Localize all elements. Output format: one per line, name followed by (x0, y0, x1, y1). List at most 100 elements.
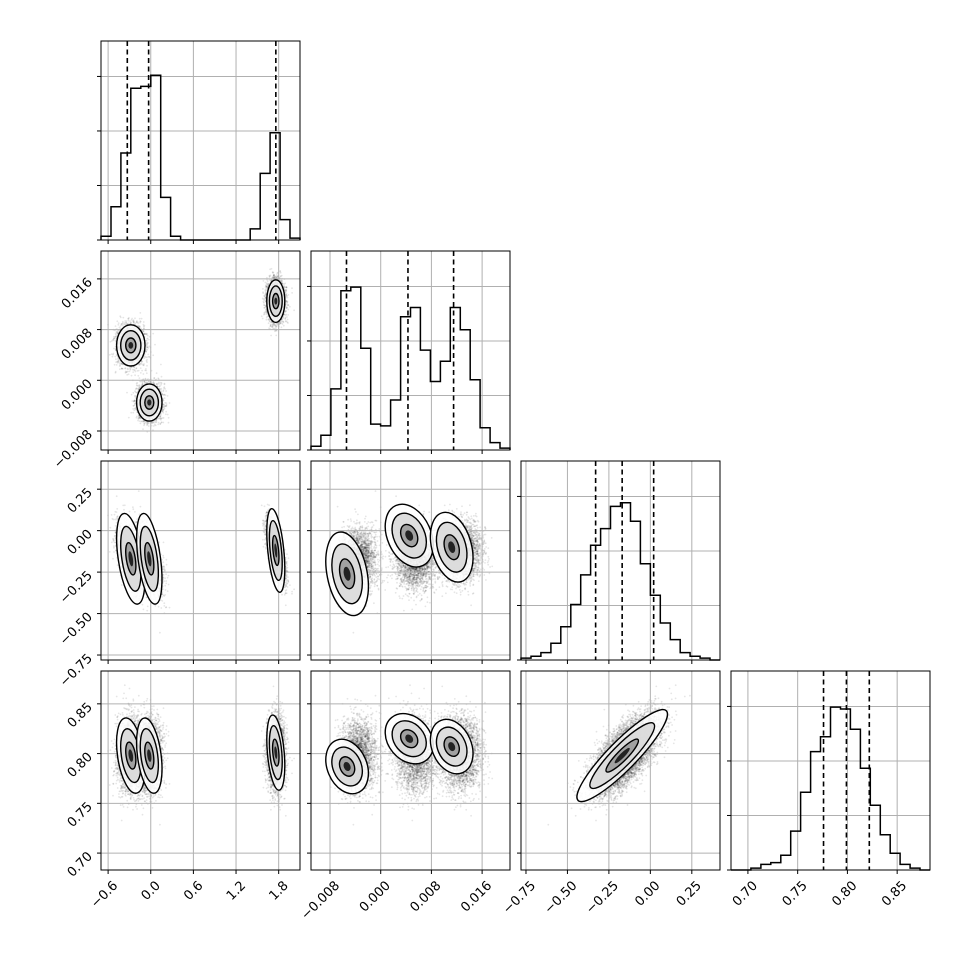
sample-point (264, 291, 267, 293)
sample-point (130, 411, 133, 414)
sample-point (131, 317, 134, 320)
sample-point (120, 367, 123, 370)
sample-point (155, 372, 158, 375)
sample-point (125, 371, 128, 374)
sample-point (168, 402, 171, 404)
sample-point (146, 334, 149, 337)
sample-point (137, 374, 140, 377)
sample-point (112, 339, 115, 342)
sample-point (115, 358, 117, 360)
sample-point (146, 338, 149, 340)
sample-point (142, 321, 145, 323)
sample-point (137, 322, 140, 325)
sample-point (136, 415, 138, 418)
sample-point (263, 306, 266, 309)
sample-point (270, 334, 272, 337)
sample-point (162, 405, 165, 408)
sample-point (142, 330, 145, 333)
sample-point (166, 395, 169, 397)
sample-point (142, 373, 145, 375)
sample-point (117, 323, 120, 326)
sample-point (161, 417, 164, 419)
sample-point (267, 322, 270, 325)
sample-point (131, 400, 134, 402)
sample-point (134, 374, 137, 377)
sample-point (280, 322, 283, 324)
sample-point (121, 324, 124, 327)
sample-point (261, 317, 264, 320)
sample-point (162, 389, 165, 391)
sample-point (148, 355, 150, 358)
sample-point (286, 301, 288, 303)
sample-point (114, 355, 117, 358)
sample-point (119, 315, 122, 318)
sample-point (108, 353, 111, 356)
sample-point (145, 372, 148, 375)
sample-point (263, 299, 266, 302)
sample-point (263, 294, 266, 297)
sample-point (115, 334, 117, 336)
sample-point (281, 323, 284, 325)
sample-point (132, 400, 135, 403)
sample-point (120, 362, 123, 365)
sample-point (139, 367, 142, 369)
sample-point (119, 368, 121, 371)
sample-point (145, 333, 148, 336)
sample-point (282, 324, 285, 327)
sample-point (142, 428, 144, 431)
sample-point (146, 337, 149, 340)
sample-point (114, 325, 117, 327)
sample-point (282, 320, 285, 323)
sample-point (271, 326, 274, 328)
sample-point (138, 384, 141, 387)
sample-point (147, 378, 150, 380)
sample-point (134, 395, 137, 397)
sample-point (162, 408, 165, 411)
sample-point (262, 288, 264, 290)
sample-point (143, 327, 145, 330)
sample-point (139, 380, 141, 383)
sample-point (138, 317, 141, 320)
sample-point (154, 343, 156, 346)
sample-point (144, 377, 147, 380)
sample-point (148, 422, 150, 424)
sample-point (109, 340, 112, 343)
sample-point (122, 316, 125, 319)
sample-point (165, 390, 168, 392)
sample-point (145, 333, 148, 336)
sample-point (284, 314, 287, 316)
sample-point (128, 370, 131, 373)
sample-point (148, 338, 150, 341)
sample-point (119, 325, 122, 327)
sample-point (281, 320, 284, 323)
sample-point (143, 332, 146, 335)
sample-point (160, 375, 163, 378)
sample-point (129, 368, 132, 371)
sample-point (164, 405, 166, 408)
sample-point (272, 276, 275, 279)
sample-point (137, 369, 140, 372)
sample-point (134, 404, 136, 406)
sample-point (262, 280, 265, 282)
sample-point (146, 364, 148, 367)
sample-point (144, 333, 146, 335)
sample-point (110, 340, 113, 342)
sample-point (265, 311, 267, 314)
sample-point (280, 279, 283, 282)
sample-point (117, 361, 120, 364)
sample-point (263, 313, 265, 316)
sample-point (267, 284, 269, 287)
sample-point (287, 304, 290, 307)
sample-point (164, 401, 167, 404)
sample-point (162, 421, 165, 424)
sample-point (166, 413, 169, 416)
sample-point (113, 347, 115, 350)
sample-point (126, 374, 129, 376)
sample-point (291, 292, 293, 294)
sample-point (284, 282, 287, 285)
sample-point (165, 410, 168, 413)
sample-point (139, 362, 141, 365)
sample-point (263, 295, 266, 297)
sample-point (112, 338, 114, 341)
